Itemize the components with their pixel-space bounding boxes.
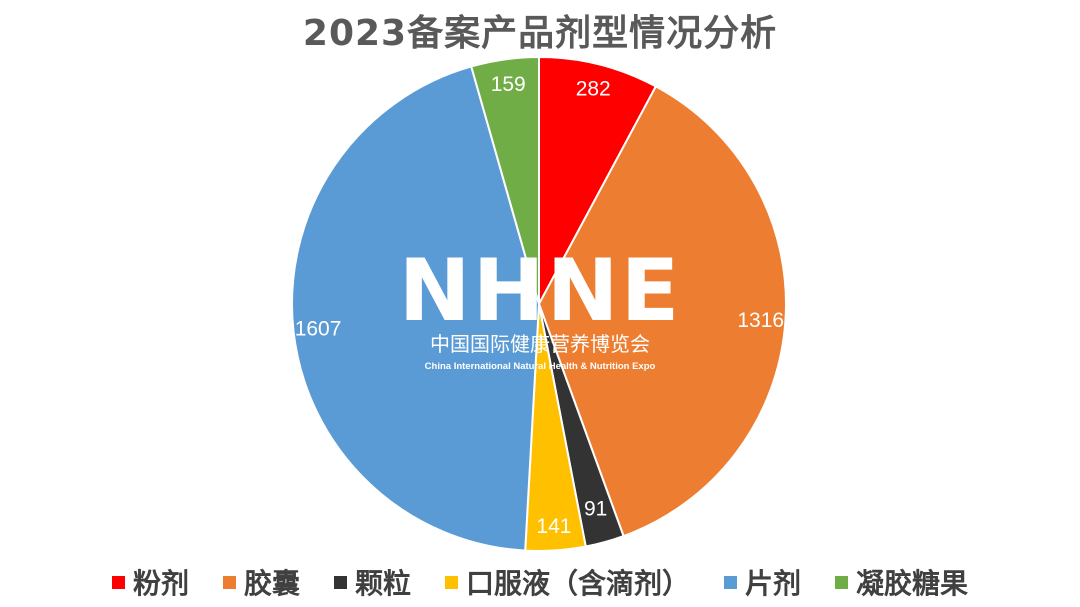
legend-label: 片剂 bbox=[745, 567, 802, 600]
legend-item-1: 粉剂 bbox=[111, 562, 189, 602]
legend-item-3: 颗粒 bbox=[333, 562, 411, 602]
pie-data-label-3: 91 bbox=[584, 498, 607, 521]
legend-item-5: 片剂 bbox=[724, 562, 801, 602]
legend-swatch bbox=[724, 575, 738, 589]
legend-label: 口服液（含滴剂） bbox=[466, 567, 691, 600]
pie-data-labels: 282 1316 91 141 1607 159 bbox=[295, 73, 784, 538]
legend-swatch bbox=[222, 575, 236, 589]
pie-data-label-4: 141 bbox=[536, 515, 571, 538]
nhne-watermark: NHNE 中国国际健康营养博览会 China International Nat… bbox=[399, 241, 682, 372]
legend-swatch bbox=[445, 575, 458, 589]
watermark-main-text: NHNE bbox=[399, 241, 682, 341]
watermark-english-text: China International Natural Health & Nut… bbox=[425, 361, 656, 372]
legend-item-4: 口服液（含滴剂） bbox=[445, 562, 690, 602]
pie-data-label-1: 282 bbox=[576, 77, 611, 100]
pie-data-label-5: 1607 bbox=[295, 318, 342, 341]
pie-slice-5 bbox=[291, 65, 541, 552]
legend-label: 颗粒 bbox=[354, 567, 411, 600]
chart-legend: 粉剂 胶囊 颗粒 口服液（含滴剂） 片剂 凝胶糖果 bbox=[0, 560, 1080, 604]
watermark-chinese-text: 中国国际健康营养博览会 bbox=[430, 332, 650, 356]
pie-data-label-6: 159 bbox=[491, 73, 526, 96]
legend-swatch bbox=[333, 575, 347, 589]
pie-slice-1 bbox=[538, 55, 658, 305]
legend-item-6: 凝胶糖果 bbox=[835, 562, 968, 602]
chart-title: 2023备案产品剂型情况分析 bbox=[302, 13, 778, 54]
legend-swatch bbox=[835, 575, 849, 589]
legend-label: 凝胶糖果 bbox=[856, 567, 969, 600]
legend-label: 粉剂 bbox=[132, 567, 189, 600]
legend-swatch bbox=[111, 575, 125, 589]
legend-label: 胶囊 bbox=[243, 567, 300, 600]
legend-item-2: 胶囊 bbox=[222, 562, 300, 602]
pie-slice-2 bbox=[537, 85, 787, 538]
pie-data-label-2: 1316 bbox=[737, 309, 784, 332]
pie-slices bbox=[291, 55, 787, 552]
pie-slice-6 bbox=[470, 55, 540, 305]
